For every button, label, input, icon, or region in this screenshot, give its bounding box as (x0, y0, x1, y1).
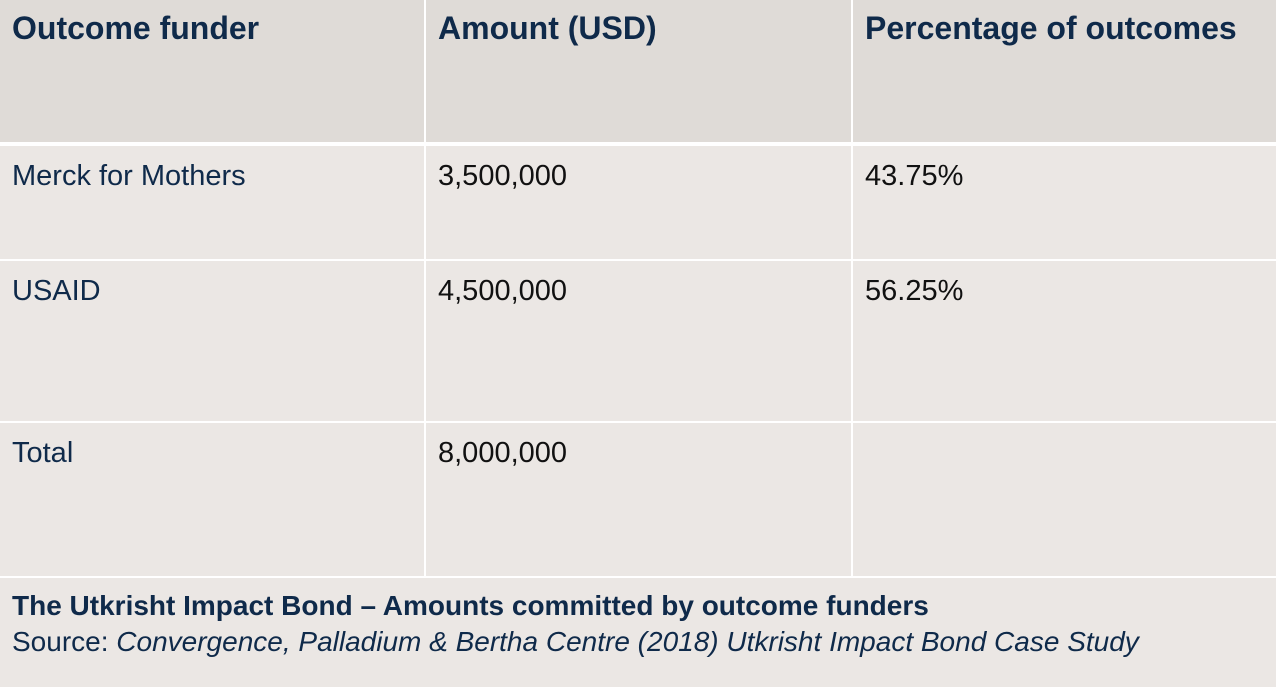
amount-cell: 8,000,000 (424, 422, 852, 578)
table-row-total: Total 8,000,000 (0, 422, 1276, 578)
table-header-row: Outcome funder Amount (USD) Percentage o… (0, 0, 1276, 146)
source-title: Convergence, Palladium & Bertha Centre (… (116, 626, 1139, 657)
source-prefix: Source: (12, 626, 117, 657)
percentage-cell: 56.25% (851, 260, 1276, 423)
header-outcome-funder: Outcome funder (0, 0, 425, 146)
funders-table: Outcome funder Amount (USD) Percentage o… (0, 0, 1276, 578)
table-row: Merck for Mothers 3,500,000 43.75% (0, 144, 1276, 261)
percentage-cell: 43.75% (851, 144, 1276, 261)
amount-cell: 4,500,000 (424, 260, 852, 423)
header-amount: Amount (USD) (424, 0, 852, 146)
funder-cell: Total (0, 422, 425, 578)
caption-title: The Utkrisht Impact Bond – Amounts commi… (12, 590, 929, 621)
percentage-cell (851, 422, 1276, 578)
amount-cell: 3,500,000 (424, 144, 852, 261)
table-caption: The Utkrisht Impact Bond – Amounts commi… (12, 588, 1262, 660)
funder-cell: USAID (0, 260, 425, 423)
table-row: USAID 4,500,000 56.25% (0, 260, 1276, 423)
caption-source: Source: Convergence, Palladium & Bertha … (12, 624, 1262, 660)
header-percentage: Percentage of outcomes (851, 0, 1276, 146)
funder-cell: Merck for Mothers (0, 144, 425, 261)
